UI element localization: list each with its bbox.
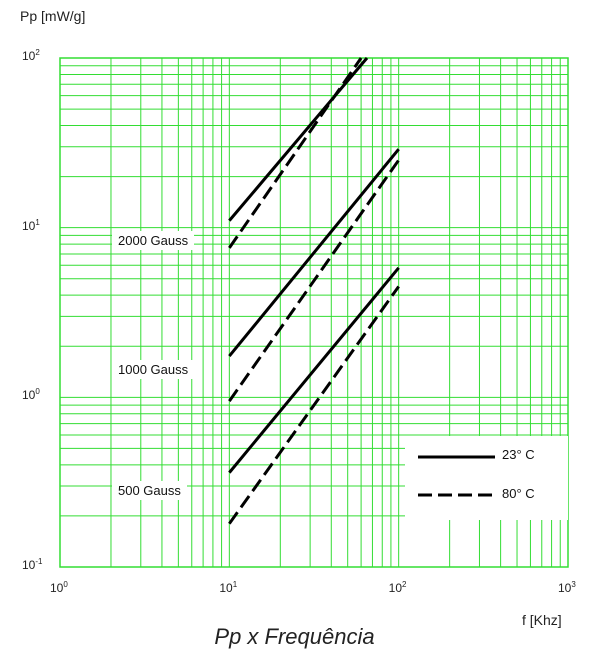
series-line-1000-gauss-dashed <box>228 159 400 402</box>
x-tick-label: 103 <box>558 580 576 595</box>
y-tick-label: 101 <box>22 217 40 233</box>
legend: 23° C 80° C <box>405 436 568 520</box>
x-axis-label: f [Khz] <box>522 612 562 628</box>
y-tick-label: 100 <box>22 387 40 403</box>
series-layer <box>228 57 400 525</box>
y-tick-label: 102 <box>22 48 40 63</box>
series-line-2000-gauss-dashed <box>228 57 363 249</box>
plot-frame <box>59 57 569 568</box>
legend-label-23c: 23° C <box>502 447 535 462</box>
y-tick-label: 10-1 <box>22 557 43 572</box>
chart-title: Pp x Frequência <box>214 624 375 649</box>
series-line-1000-gauss-solid <box>228 148 400 358</box>
x-tick-label: 102 <box>388 580 407 595</box>
series-line-500-gauss-solid <box>228 266 400 474</box>
curve-label-2000-gauss: 2000 Gauss <box>112 231 195 250</box>
x-tick-label: 101 <box>219 580 238 595</box>
series-line-500-gauss-dashed <box>228 285 400 525</box>
series-line-2000-gauss-solid <box>228 57 369 222</box>
curve-label-1000-gauss: 1000 Gauss <box>112 360 195 379</box>
y-axis-label: Pp [mW/g] <box>20 8 86 24</box>
curve-label-500-gauss: 500 Gauss <box>112 481 187 500</box>
legend-label-80c: 80° C <box>502 486 535 501</box>
x-tick-label: 100 <box>50 580 68 595</box>
